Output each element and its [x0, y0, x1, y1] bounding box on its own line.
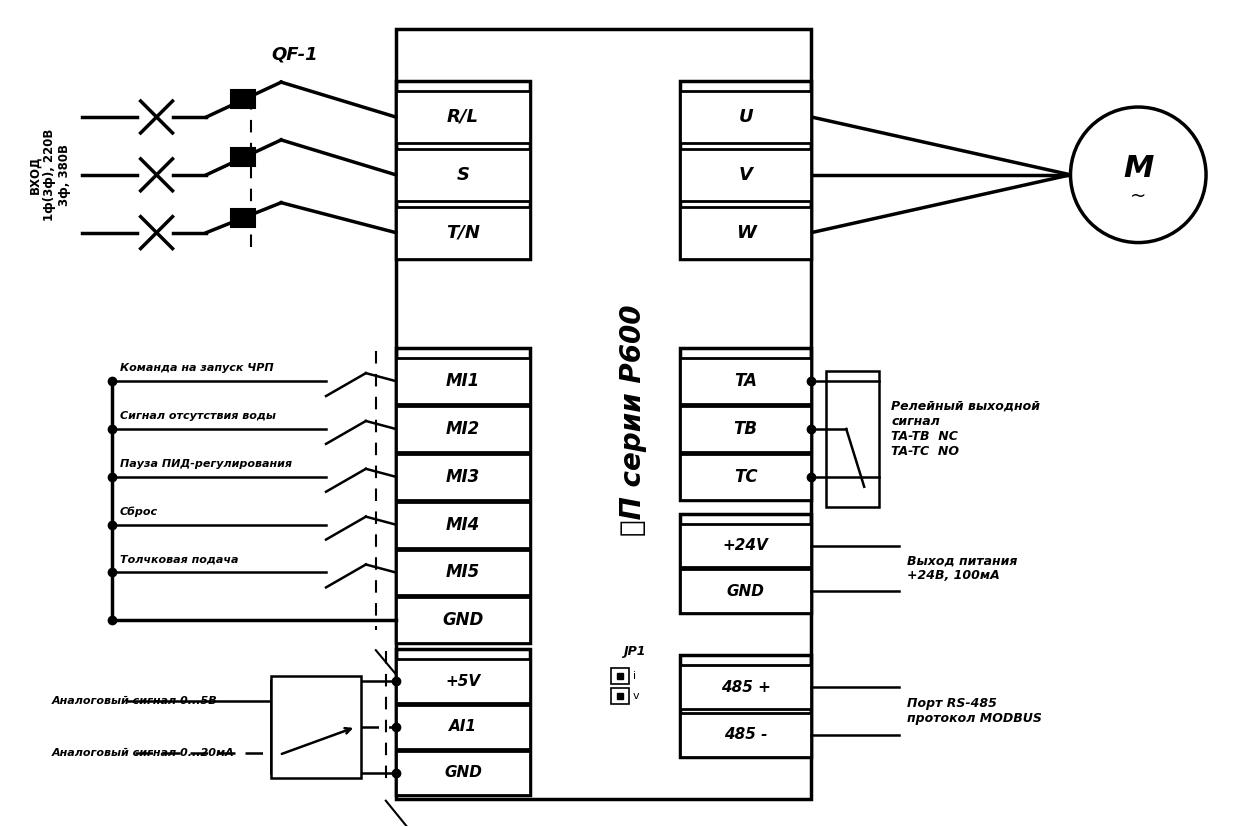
- Bar: [396, 550, 530, 595]
- Bar: [680, 358, 811, 404]
- Text: W: W: [736, 223, 756, 241]
- Bar: [396, 649, 530, 795]
- Text: U: U: [739, 108, 752, 126]
- Bar: [231, 208, 256, 227]
- Circle shape: [1071, 107, 1206, 242]
- Bar: [396, 659, 530, 703]
- Bar: [396, 81, 530, 259]
- Text: Сигнал отсутствия воды: Сигнал отсутствия воды: [119, 411, 276, 421]
- Text: GND: GND: [444, 765, 482, 781]
- Bar: [396, 454, 530, 500]
- Bar: [680, 655, 811, 757]
- Text: ВХОД
1ф(3ф), 220В
3ф, 380В: ВХОД 1ф(3ф), 220В 3ф, 380В: [29, 129, 71, 221]
- Bar: [826, 371, 879, 507]
- Bar: [396, 705, 530, 749]
- Text: JP1: JP1: [623, 645, 646, 657]
- Text: v: v: [633, 691, 640, 701]
- Text: i: i: [633, 672, 636, 681]
- Bar: [231, 148, 256, 166]
- Bar: [611, 688, 630, 704]
- Text: Толчковая подача: Толчковая подача: [119, 554, 238, 565]
- Bar: [396, 597, 530, 643]
- Text: MI5: MI5: [446, 563, 480, 581]
- Bar: [396, 348, 530, 643]
- Text: GND: GND: [443, 611, 484, 629]
- Text: TA: TA: [734, 372, 757, 390]
- Bar: [611, 668, 630, 684]
- Bar: [680, 91, 811, 143]
- Text: +5V: +5V: [445, 674, 480, 689]
- Bar: [271, 676, 361, 777]
- Bar: [396, 358, 530, 404]
- Bar: [396, 91, 530, 143]
- Text: M: M: [1124, 155, 1154, 184]
- Bar: [680, 713, 811, 757]
- Text: QF-1: QF-1: [271, 45, 317, 63]
- Text: GND: GND: [726, 584, 765, 599]
- Text: ~: ~: [1130, 187, 1146, 206]
- Bar: [680, 454, 811, 500]
- Bar: [680, 149, 811, 201]
- Bar: [680, 207, 811, 259]
- Bar: [396, 751, 530, 795]
- Bar: [680, 406, 811, 452]
- Text: +24V: +24V: [722, 538, 769, 553]
- Bar: [680, 81, 811, 259]
- Bar: [680, 523, 811, 567]
- Text: Пауза ПИД-регулирования: Пауза ПИД-регулирования: [119, 459, 292, 469]
- Text: Релейный выходной
сигнал
TA-TB  NC
TA-TC  NO: Релейный выходной сигнал TA-TB NC TA-TC …: [892, 400, 1040, 458]
- Bar: [396, 502, 530, 547]
- Text: 䉿П серии Р600: 䉿П серии Р600: [619, 304, 647, 536]
- Bar: [680, 348, 811, 500]
- Text: MI2: MI2: [446, 420, 480, 438]
- Text: V: V: [739, 165, 752, 184]
- Text: AI1: AI1: [449, 719, 477, 734]
- Bar: [396, 207, 530, 259]
- Text: Аналоговый сигнал 0...20мА: Аналоговый сигнал 0...20мА: [51, 748, 234, 758]
- Text: MI4: MI4: [446, 515, 480, 533]
- Text: Выход питания
+24В, 100мА: Выход питания +24В, 100мА: [907, 554, 1017, 582]
- Bar: [396, 149, 530, 201]
- Text: S: S: [456, 165, 469, 184]
- Text: Аналоговый сигнал 0...5В: Аналоговый сигнал 0...5В: [51, 696, 218, 706]
- Text: Порт RS-485
протокол MODBUS: Порт RS-485 протокол MODBUS: [907, 697, 1042, 725]
- Text: Команда на запуск ЧРП: Команда на запуск ЧРП: [119, 363, 273, 373]
- Bar: [396, 406, 530, 452]
- Bar: [680, 665, 811, 709]
- Text: 485 -: 485 -: [724, 728, 767, 743]
- Text: TB: TB: [734, 420, 757, 438]
- Text: 485 +: 485 +: [721, 680, 770, 695]
- Bar: [680, 514, 811, 614]
- Text: MI1: MI1: [446, 372, 480, 390]
- Bar: [231, 90, 256, 108]
- Bar: [396, 29, 811, 799]
- Text: R/L: R/L: [448, 108, 479, 126]
- Text: TC: TC: [734, 468, 757, 485]
- Text: MI3: MI3: [446, 468, 480, 485]
- Text: T/N: T/N: [446, 223, 480, 241]
- Bar: [680, 570, 811, 614]
- Text: Сброс: Сброс: [119, 506, 158, 517]
